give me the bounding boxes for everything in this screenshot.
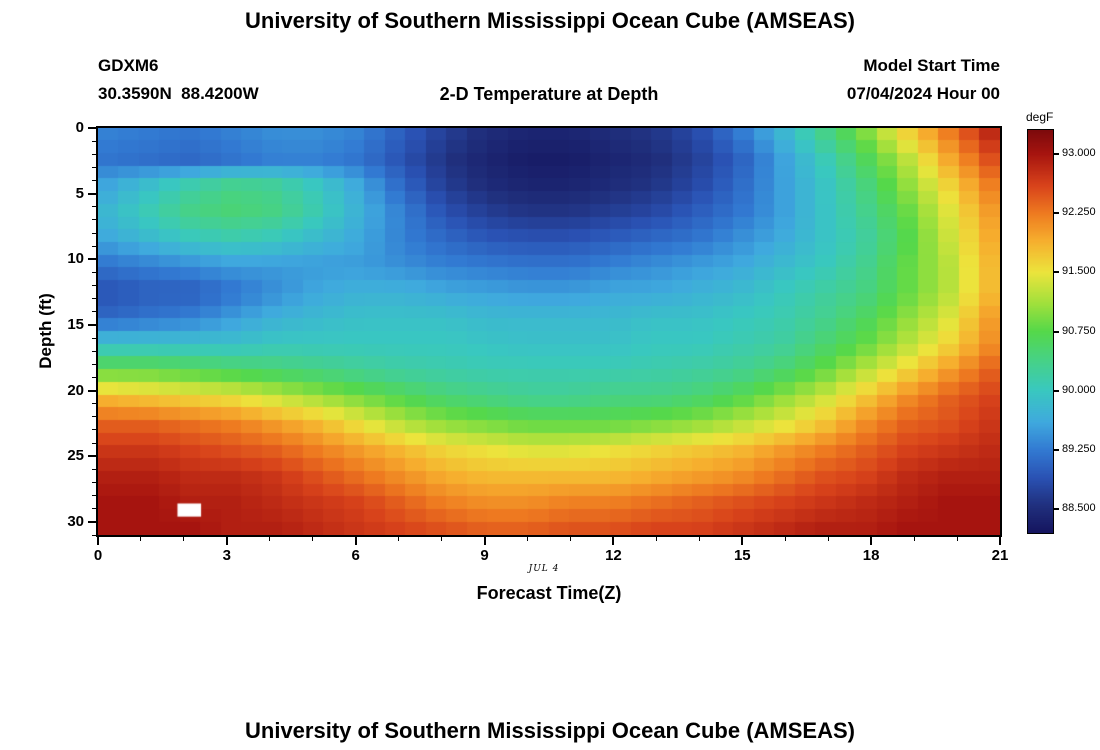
y-tick: [88, 127, 96, 129]
colorbar-tick-label: 88.500: [1062, 502, 1096, 515]
x-axis-date-annotation: JUL 4: [528, 564, 560, 574]
y-tick-label: 0: [75, 119, 84, 136]
colorbar-tick: [1054, 389, 1059, 392]
y-axis-label: Depth (ft): [36, 293, 55, 369]
x-tick: [698, 537, 700, 541]
x-tick-label: 21: [991, 547, 1009, 564]
x-tick-label: 18: [862, 547, 880, 564]
x-tick: [999, 537, 1001, 545]
colorbar-canvas: [1028, 130, 1053, 533]
colorbar-tick-label: 91.500: [1062, 265, 1096, 278]
x-tick: [655, 537, 657, 541]
plot-frame: [96, 126, 1002, 537]
y-tick: [92, 442, 96, 444]
x-tick: [956, 537, 958, 541]
station-coordinates: 30.3590N 88.4200W: [98, 84, 259, 103]
colorbar-frame: [1027, 129, 1054, 534]
y-tick: [92, 363, 96, 365]
y-tick: [92, 481, 96, 483]
y-tick: [92, 285, 96, 287]
x-tick: [441, 537, 443, 541]
y-tick: [88, 192, 96, 195]
y-tick: [92, 403, 96, 405]
y-tick: [92, 180, 96, 182]
colorbar-tick: [1054, 152, 1059, 155]
y-tick-label: 10: [67, 250, 84, 268]
x-tick: [741, 537, 744, 545]
colorbar-unit-label: degF: [1026, 110, 1054, 124]
y-tick: [92, 311, 96, 313]
colorbar-tick: [1054, 449, 1059, 452]
x-tick: [483, 537, 486, 545]
y-tick: [92, 245, 96, 247]
y-tick: [92, 219, 96, 221]
y-tick-label: 25: [67, 447, 84, 465]
x-tick: [870, 537, 873, 545]
x-tick: [183, 537, 185, 541]
y-tick: [92, 534, 96, 536]
colorbar-tick-label: 93.000: [1062, 146, 1096, 159]
second-page-title: University of Southern Mississippi Ocean…: [245, 718, 855, 743]
y-tick-label: 30: [67, 512, 84, 530]
y-tick-label: 15: [67, 315, 84, 333]
y-tick: [92, 350, 96, 352]
y-tick: [88, 258, 96, 261]
y-tick: [92, 337, 96, 339]
y-tick: [92, 416, 96, 418]
y-tick: [88, 455, 96, 458]
x-tick: [612, 537, 615, 545]
y-tick-label: 20: [67, 381, 84, 399]
heatmap-canvas: [98, 128, 1000, 535]
y-tick-label: 5: [75, 184, 84, 202]
colorbar-tick: [1054, 271, 1059, 274]
x-tick-label: 9: [480, 547, 489, 564]
colorbar-tick-label: 90.000: [1062, 383, 1096, 396]
colorbar-tick-label: 90.750: [1062, 324, 1096, 337]
colorbar-tick-label: 89.250: [1062, 443, 1096, 456]
x-tick-label: 15: [733, 547, 751, 564]
station-id: GDXM6: [98, 56, 159, 75]
y-tick: [92, 271, 96, 273]
y-tick: [92, 206, 96, 208]
colorbar-tick-label: 92.250: [1062, 205, 1096, 218]
y-tick: [88, 323, 96, 326]
colorbar-tick: [1054, 211, 1059, 214]
x-tick: [913, 537, 915, 541]
plot-title: 2-D Temperature at Depth: [439, 84, 659, 104]
x-tick: [398, 537, 400, 541]
x-tick: [140, 537, 142, 541]
x-tick: [784, 537, 786, 541]
x-axis-label: Forecast Time(Z): [476, 583, 622, 603]
x-tick: [225, 537, 228, 545]
y-tick: [88, 389, 96, 392]
y-tick: [92, 298, 96, 300]
y-tick: [92, 468, 96, 470]
colorbar-tick: [1054, 508, 1059, 511]
y-tick: [92, 232, 96, 234]
y-tick: [92, 153, 96, 155]
x-tick-label: 0: [93, 547, 103, 564]
x-tick: [527, 537, 529, 541]
x-tick: [312, 537, 314, 541]
x-tick-label: 3: [222, 547, 232, 564]
x-tick-label: 6: [351, 547, 360, 564]
x-tick: [269, 537, 271, 541]
y-tick: [92, 376, 96, 378]
y-tick: [92, 495, 96, 497]
y-tick: [92, 429, 96, 431]
x-tick: [569, 537, 571, 541]
y-tick: [88, 520, 96, 523]
model-start-time-label: Model Start Time: [863, 56, 1000, 75]
y-tick: [92, 508, 96, 510]
x-tick: [97, 537, 99, 545]
y-tick: [92, 166, 96, 168]
model-start-time-value: 07/04/2024 Hour 00: [846, 84, 1000, 103]
x-tick: [827, 537, 829, 541]
x-tick: [354, 537, 357, 545]
colorbar-tick: [1054, 330, 1059, 333]
y-tick: [92, 140, 96, 142]
x-tick-label: 12: [605, 547, 622, 564]
page-title: University of Southern Mississippi Ocean…: [245, 8, 855, 33]
